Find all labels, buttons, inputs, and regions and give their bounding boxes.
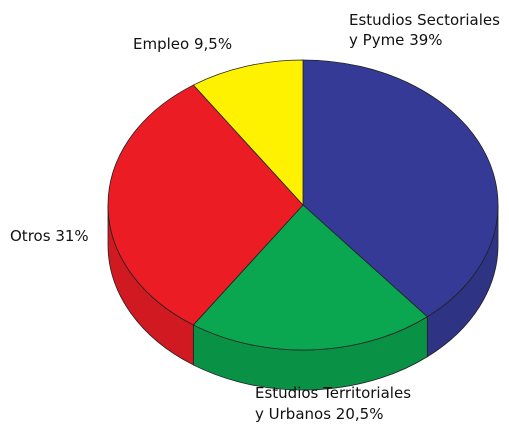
value-label: 31% (55, 227, 89, 245)
slice-label: Estudios Sectoriales y Pyme 39% (349, 10, 500, 50)
value-label: 39% (409, 31, 443, 49)
value-label: 20,5% (335, 405, 384, 423)
slice-label: Empleo 9,5% (133, 34, 232, 54)
slice-label: Estudios Territoriales y Urbanos 20,5% (255, 383, 411, 425)
slice (302, 59, 499, 318)
value-label: 9,5% (193, 35, 233, 53)
category-label: Estudios Territoriales y Urbanos (255, 384, 412, 423)
slice (107, 84, 304, 326)
category-label: Empleo (133, 35, 190, 53)
slice-label: Otros 31% (10, 226, 89, 246)
category-label: Estudios Sectoriales y Pyme (349, 11, 500, 49)
slice (192, 59, 304, 207)
category-label: Otros (10, 227, 51, 245)
slice (192, 204, 428, 351)
